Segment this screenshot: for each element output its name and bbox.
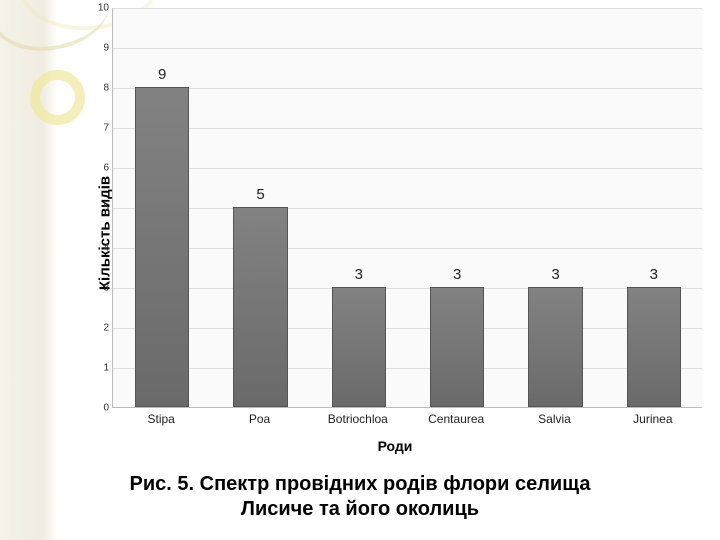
grid-line	[113, 368, 702, 369]
bar-salvia: 3	[528, 287, 582, 407]
decor-circle	[30, 70, 85, 125]
grid-line	[113, 168, 702, 169]
y-tick: 3	[93, 283, 109, 294]
y-tick: 8	[93, 83, 109, 94]
grid-line	[113, 288, 702, 289]
bar-value-label: 3	[333, 266, 385, 283]
y-tick: 7	[93, 123, 109, 134]
bar-stipa: 9	[135, 87, 189, 407]
caption-line-1: Рис. 5. Спектр провідних родів флори сел…	[130, 473, 591, 495]
y-tick: 6	[93, 163, 109, 174]
bar-value-label: 3	[628, 266, 680, 283]
bar-value-label: 5	[234, 186, 286, 203]
y-tick: 2	[93, 323, 109, 334]
grid-line	[113, 8, 702, 9]
grid-line	[113, 128, 702, 129]
x-tick: Centaurea	[428, 412, 484, 426]
bar-value-label: 3	[431, 266, 483, 283]
x-tick: Salvia	[538, 412, 571, 426]
grid-line	[113, 248, 702, 249]
grid-line	[113, 48, 702, 49]
bar-jurinea: 3	[627, 287, 681, 407]
bar-botriochloa: 3	[332, 287, 386, 407]
grid-line	[113, 328, 702, 329]
grid-line	[113, 208, 702, 209]
bar-poa: 5	[233, 207, 287, 407]
y-tick: 5	[93, 203, 109, 214]
x-tick: Botriochloa	[328, 412, 388, 426]
figure-caption: Рис. 5. Спектр провідних родів флори сел…	[0, 472, 720, 522]
chart: Кількість видів 012345678910953333 Роди …	[80, 8, 710, 458]
y-tick: 0	[93, 403, 109, 414]
y-tick: 10	[93, 3, 109, 14]
x-tick: Jurinea	[633, 412, 672, 426]
y-tick: 9	[93, 43, 109, 54]
plot-area: 012345678910953333	[112, 8, 702, 408]
grid-line	[113, 88, 702, 89]
bar-centaurea: 3	[430, 287, 484, 407]
x-tick: Stipa	[147, 412, 174, 426]
bar-value-label: 9	[136, 66, 188, 83]
slide: Кількість видів 012345678910953333 Роди …	[0, 0, 720, 540]
caption-line-2: Лисиче та його околиць	[241, 498, 479, 520]
bar-value-label: 3	[529, 266, 581, 283]
x-tick: Poa	[249, 412, 270, 426]
x-axis-label: Роди	[80, 438, 710, 454]
y-tick: 4	[93, 243, 109, 254]
y-tick: 1	[93, 363, 109, 374]
